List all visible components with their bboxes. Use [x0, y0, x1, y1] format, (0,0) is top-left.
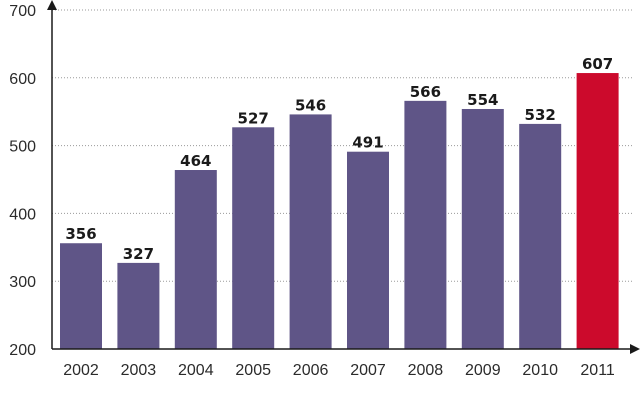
- value-label-2007: 491: [352, 134, 383, 152]
- bar-value-labels: 356 327 464 527 546 491 566 554 532 607: [65, 55, 613, 263]
- value-label-2004: 464: [180, 152, 211, 170]
- bar-2002: [60, 243, 102, 349]
- y-axis-arrow-icon: [47, 0, 57, 10]
- x-tick-label-2007: 2007: [350, 362, 386, 379]
- y-tick-label: 300: [9, 274, 36, 291]
- y-tick-label: 600: [9, 71, 36, 88]
- bar-2007: [347, 151, 389, 349]
- value-label-2005: 527: [238, 109, 269, 127]
- value-label-2006: 546: [295, 96, 326, 114]
- value-label-2008: 566: [410, 83, 441, 101]
- y-tick-label: 200: [9, 342, 36, 359]
- x-axis-arrow-icon: [630, 344, 640, 354]
- x-axis-tick-labels: 2002 2003 2004 2005 2006 2007 2008 2009 2010 2011: [63, 362, 615, 379]
- x-tick-label-2005: 2005: [235, 362, 271, 379]
- x-tick-label-2011: 2011: [580, 362, 615, 379]
- bar-2010: [519, 123, 562, 350]
- bar-2009: [461, 108, 504, 349]
- x-tick-label-2004: 2004: [178, 362, 214, 379]
- x-tick-label-2003: 2003: [121, 362, 157, 379]
- value-label-2002: 356: [65, 225, 96, 243]
- y-axis-tick-labels: 200 300 400 500 600 700: [9, 3, 36, 359]
- bar-2005: [232, 127, 275, 349]
- bar-2011: [576, 73, 619, 349]
- bars: [60, 73, 619, 350]
- value-label-2003: 327: [123, 245, 154, 263]
- y-tick-label: 700: [9, 3, 36, 20]
- x-tick-label-2010: 2010: [522, 362, 558, 379]
- value-label-2011: 607: [582, 55, 613, 73]
- x-tick-label-2002: 2002: [63, 362, 99, 379]
- bar-2008: [404, 100, 447, 350]
- y-tick-label: 400: [9, 206, 36, 223]
- bar-2006: [289, 114, 332, 349]
- x-tick-label-2009: 2009: [465, 362, 501, 379]
- y-tick-label: 500: [9, 139, 36, 156]
- value-label-2009: 554: [467, 91, 498, 109]
- x-tick-label-2006: 2006: [293, 362, 329, 379]
- bar-2003: [117, 262, 160, 349]
- bar-2004: [174, 170, 217, 349]
- x-tick-label-2008: 2008: [408, 362, 444, 379]
- value-label-2010: 532: [525, 106, 556, 124]
